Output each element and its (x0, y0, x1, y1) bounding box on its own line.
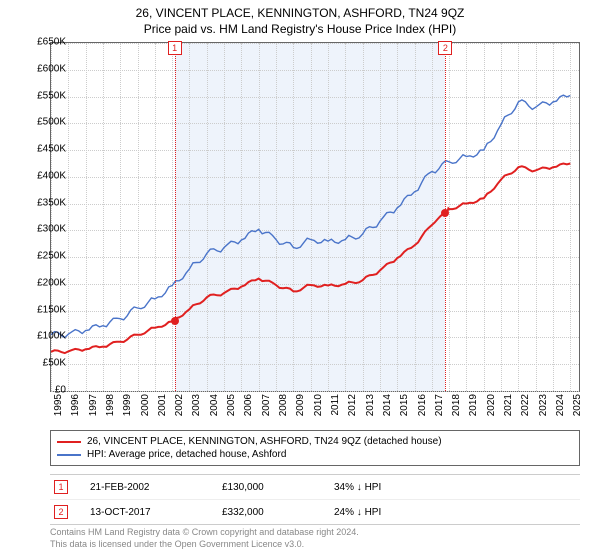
x-tick-label: 2018 (451, 394, 462, 416)
x-tick-label: 2010 (313, 394, 324, 416)
x-tick-label: 2012 (347, 394, 358, 416)
event-row: 1 21-FEB-2002 £130,000 34% ↓ HPI (50, 475, 580, 499)
chart-subtitle: Price paid vs. HM Land Registry's House … (0, 20, 600, 40)
event-marker: 2 (438, 41, 452, 55)
x-tick-label: 1998 (105, 394, 116, 416)
series-svg (51, 43, 579, 391)
price-chart: { "title": "26, VINCENT PLACE, KENNINGTO… (0, 0, 600, 560)
legend-swatch (57, 441, 81, 443)
x-tick-label: 2015 (399, 394, 410, 416)
event-number: 2 (54, 505, 68, 519)
chart-title: 26, VINCENT PLACE, KENNINGTON, ASHFORD, … (0, 0, 600, 20)
x-tick-label: 1996 (70, 394, 81, 416)
footer-line2: This data is licensed under the Open Gov… (50, 539, 580, 551)
event-date: 13-OCT-2017 (90, 507, 200, 518)
y-tick-label: £150K (37, 304, 66, 315)
event-date: 21-FEB-2002 (90, 482, 200, 493)
legend: 26, VINCENT PLACE, KENNINGTON, ASHFORD, … (50, 430, 580, 466)
y-tick-label: £100K (37, 331, 66, 342)
y-tick-label: £400K (37, 170, 66, 181)
y-tick-label: £50K (43, 358, 66, 369)
x-tick-label: 2011 (330, 394, 341, 416)
x-tick-label: 2025 (572, 394, 583, 416)
x-tick-label: 1997 (88, 394, 99, 416)
x-tick-label: 2005 (226, 394, 237, 416)
series-line (51, 164, 570, 354)
y-tick-label: £650K (37, 37, 66, 48)
footer: Contains HM Land Registry data © Crown c… (50, 527, 580, 550)
x-tick-label: 2019 (468, 394, 479, 416)
event-price: £332,000 (222, 507, 312, 518)
legend-label: 26, VINCENT PLACE, KENNINGTON, ASHFORD, … (87, 436, 442, 447)
x-tick-label: 2017 (434, 394, 445, 416)
x-tick-label: 2007 (261, 394, 272, 416)
x-tick-label: 1999 (122, 394, 133, 416)
y-tick-label: £200K (37, 277, 66, 288)
x-tick-label: 2016 (417, 394, 428, 416)
event-delta: 24% ↓ HPI (334, 507, 424, 518)
x-tick-label: 2008 (278, 394, 289, 416)
event-price: £130,000 (222, 482, 312, 493)
event-marker: 1 (168, 41, 182, 55)
legend-swatch (57, 454, 81, 456)
event-line (175, 43, 176, 391)
x-tick-label: 1995 (53, 394, 64, 416)
x-tick-label: 2002 (174, 394, 185, 416)
x-tick-label: 2006 (243, 394, 254, 416)
plot-area: 12 (50, 42, 580, 392)
x-tick-label: 2020 (486, 394, 497, 416)
y-tick-label: £250K (37, 251, 66, 262)
x-tick-label: 2023 (538, 394, 549, 416)
y-tick-label: £450K (37, 144, 66, 155)
x-tick-label: 2001 (157, 394, 168, 416)
x-tick-label: 2021 (503, 394, 514, 416)
y-tick-label: £550K (37, 90, 66, 101)
x-tick-label: 2024 (555, 394, 566, 416)
legend-label: HPI: Average price, detached house, Ashf… (87, 449, 286, 460)
x-tick-label: 2014 (382, 394, 393, 416)
legend-item: 26, VINCENT PLACE, KENNINGTON, ASHFORD, … (57, 435, 573, 448)
x-tick-label: 2013 (365, 394, 376, 416)
x-tick-label: 2009 (295, 394, 306, 416)
footer-line1: Contains HM Land Registry data © Crown c… (50, 527, 580, 539)
legend-item: HPI: Average price, detached house, Ashf… (57, 448, 573, 461)
event-number: 1 (54, 480, 68, 494)
y-tick-label: £600K (37, 63, 66, 74)
x-tick-label: 2003 (191, 394, 202, 416)
y-tick-label: £350K (37, 197, 66, 208)
series-line (51, 95, 570, 337)
event-delta: 34% ↓ HPI (334, 482, 424, 493)
sale-point (441, 209, 449, 217)
x-tick-label: 2000 (140, 394, 151, 416)
y-tick-label: £500K (37, 117, 66, 128)
x-tick-label: 2004 (209, 394, 220, 416)
event-row: 2 13-OCT-2017 £332,000 24% ↓ HPI (50, 499, 580, 524)
x-tick-label: 2022 (520, 394, 531, 416)
y-tick-label: £300K (37, 224, 66, 235)
events-table: 1 21-FEB-2002 £130,000 34% ↓ HPI 2 13-OCT-201… (50, 474, 580, 525)
sale-point (171, 317, 179, 325)
